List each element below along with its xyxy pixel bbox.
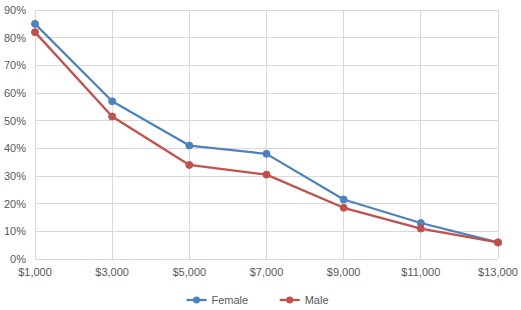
- grid-line-x: [266, 10, 267, 259]
- y-tick-label: 80%: [4, 32, 26, 44]
- x-tick-label: $9,000: [327, 266, 361, 278]
- x-tick-label: $3,000: [95, 266, 129, 278]
- point-marker: [186, 161, 193, 168]
- point-marker: [186, 142, 193, 149]
- grid-line-x: [112, 10, 113, 259]
- legend-marker: [286, 297, 293, 304]
- y-tick-label: 60%: [4, 87, 26, 99]
- point-marker: [417, 225, 424, 232]
- point-marker: [340, 196, 347, 203]
- y-tick-label: 20%: [4, 198, 26, 210]
- x-tick-label: $1,000: [18, 266, 52, 278]
- y-tick-label: 50%: [4, 115, 26, 127]
- series-line: [35, 24, 498, 243]
- series-line: [35, 32, 498, 242]
- x-axis: [35, 259, 498, 260]
- point-marker: [495, 239, 502, 246]
- point-marker: [263, 171, 270, 178]
- plot-area: [32, 20, 502, 246]
- point-marker: [340, 204, 347, 211]
- x-tick-label: $11,000: [401, 266, 440, 278]
- chart: 0% 10% 20% 30% 40% 50% 60% 70% 80% 90% $1,000 $3,00…: [0, 0, 521, 310]
- y-tick-label: 90%: [4, 4, 26, 16]
- y-tick-label: 10%: [4, 225, 26, 237]
- legend-marker: [193, 297, 200, 304]
- chart-container: 0% 10% 20% 30% 40% 50% 60% 70% 80% 90% $1,000 $3,00…: [0, 0, 521, 310]
- y-tick-label: 40%: [4, 142, 26, 154]
- legend: Female Male: [187, 294, 329, 306]
- point-marker: [32, 20, 39, 27]
- x-tick-label: $7,000: [250, 266, 284, 278]
- point-marker: [109, 98, 116, 105]
- point-marker: [495, 239, 502, 246]
- point-marker: [109, 113, 116, 120]
- y-tick-label: 30%: [4, 170, 26, 182]
- x-tick-label: $5,000: [173, 266, 207, 278]
- x-tick-label: $13,000: [478, 266, 518, 278]
- grid-line-x: [189, 10, 190, 259]
- point-marker: [32, 29, 39, 36]
- y-tick-label: 70%: [4, 59, 26, 71]
- legend-label: Female: [212, 294, 249, 306]
- grid-line: [35, 259, 498, 260]
- grid-line-x: [35, 10, 36, 259]
- grid-line-x: [343, 10, 344, 259]
- grid-line-x: [498, 10, 499, 259]
- point-marker: [263, 150, 270, 157]
- y-tick-label: 0%: [10, 253, 26, 265]
- grid: [35, 10, 498, 259]
- legend-label: Male: [305, 294, 329, 306]
